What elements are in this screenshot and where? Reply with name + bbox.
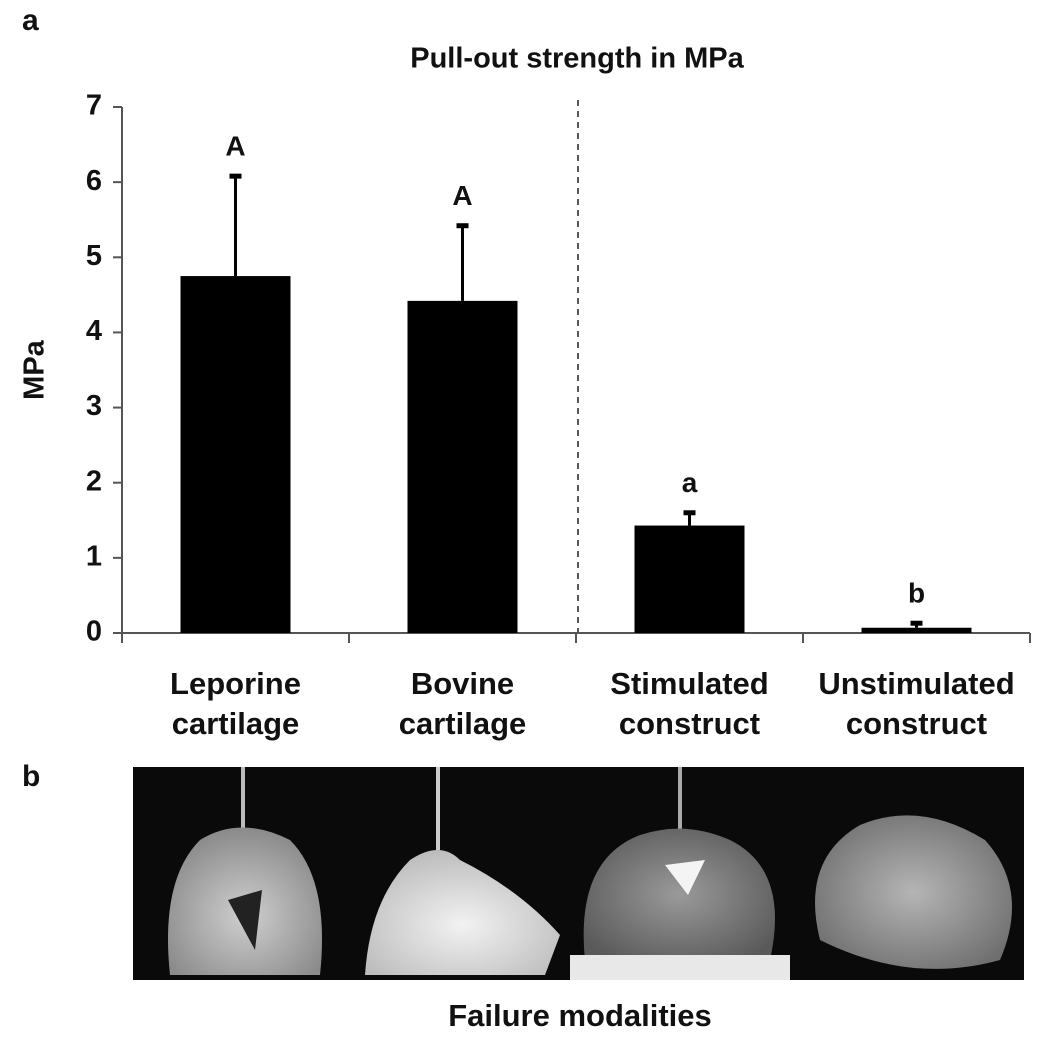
x-tick-label: Leporine cartilage bbox=[170, 666, 301, 741]
x-tick-label: Unstimulated construct bbox=[818, 666, 1015, 741]
y-tick-label: 4 bbox=[86, 315, 102, 347]
panel-label: b bbox=[22, 760, 40, 793]
y-tick-label: 3 bbox=[86, 390, 102, 422]
photo-defect bbox=[228, 890, 262, 950]
significance-label: A bbox=[225, 131, 245, 162]
photos bbox=[133, 767, 1024, 980]
panel-label: a bbox=[22, 4, 39, 37]
photo-sample bbox=[365, 850, 560, 975]
significance-label: a bbox=[682, 467, 698, 498]
photo-base bbox=[570, 955, 790, 980]
y-tick-label: 0 bbox=[86, 616, 102, 648]
x-tick-label: Stimulated construct bbox=[610, 666, 769, 741]
bar bbox=[180, 276, 291, 633]
y-tick-label: 2 bbox=[86, 465, 102, 497]
photo-sample bbox=[583, 828, 775, 960]
y-tick-label: 1 bbox=[86, 541, 102, 573]
photo-sample bbox=[815, 815, 1012, 969]
significance-label: A bbox=[452, 180, 472, 211]
bar bbox=[634, 525, 745, 633]
bar bbox=[861, 627, 972, 633]
bar bbox=[407, 300, 518, 633]
y-tick-label: 5 bbox=[86, 240, 102, 272]
photo-caption: Failure modalities bbox=[448, 998, 712, 1033]
chart-title: Pull-out strength in MPa bbox=[410, 43, 744, 75]
y-axis-label: MPa bbox=[19, 339, 51, 400]
significance-label: b bbox=[908, 578, 925, 609]
photo-defect bbox=[665, 860, 705, 895]
x-tick-label: Bovine cartilage bbox=[398, 666, 527, 741]
y-tick-label: 7 bbox=[86, 90, 102, 122]
y-tick-label: 6 bbox=[86, 165, 102, 197]
